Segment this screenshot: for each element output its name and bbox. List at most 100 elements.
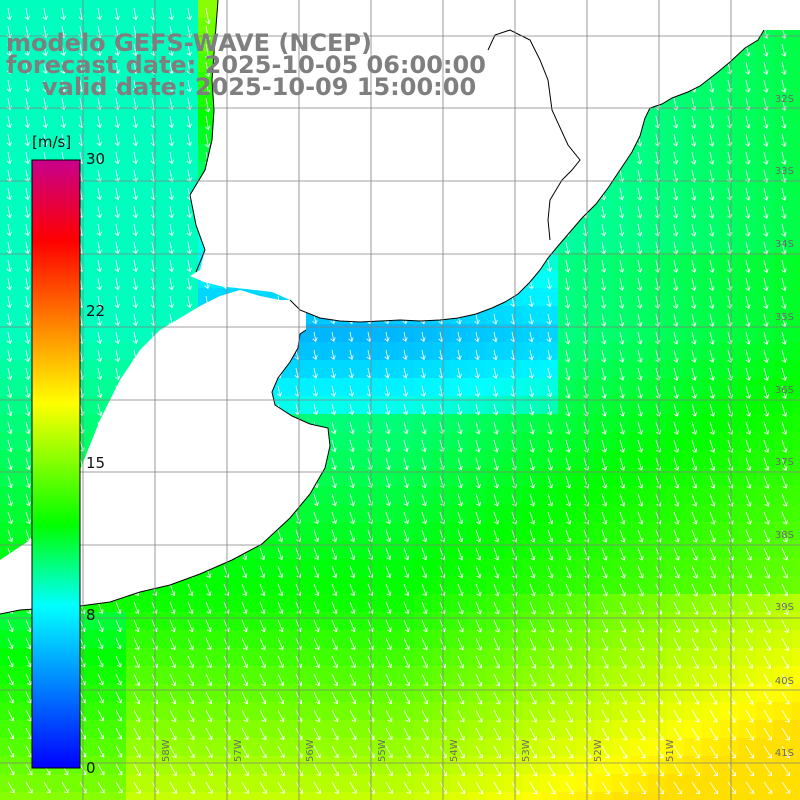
wind-arrow <box>384 385 390 397</box>
wind-arrow <box>420 349 426 361</box>
wind-arrow <box>763 385 769 399</box>
wind-arrow <box>24 7 30 21</box>
field-cell <box>720 648 739 667</box>
wind-arrow <box>331 439 337 453</box>
field-cell <box>162 756 181 775</box>
wind-arrow <box>601 601 608 615</box>
wind-arrow <box>97 781 105 794</box>
wind-arrow <box>114 187 120 201</box>
wind-arrow <box>781 223 787 237</box>
wind-arrow <box>763 583 771 597</box>
field-cell <box>558 540 577 559</box>
field-cell <box>162 774 181 793</box>
field-cell <box>306 360 325 379</box>
field-cell <box>792 612 800 631</box>
wind-arrow <box>618 187 625 201</box>
field-cell <box>612 396 631 415</box>
wind-arrow <box>331 475 337 489</box>
wind-arrow <box>745 115 751 129</box>
wind-arrow <box>601 349 607 363</box>
field-cell <box>414 720 433 739</box>
wind-arrow <box>709 619 717 633</box>
field-cell <box>414 540 433 559</box>
wind-arrow <box>132 331 139 345</box>
wind-arrow <box>277 781 285 794</box>
field-cell <box>630 396 649 415</box>
colorbar-tick-30: 30 <box>86 150 106 168</box>
wind-arrow <box>24 295 30 309</box>
wind-arrow <box>583 781 592 795</box>
wind-arrow <box>169 673 176 687</box>
field-cell <box>162 288 181 307</box>
field-cell <box>792 738 800 757</box>
field-cell <box>738 630 757 649</box>
field-cell <box>720 72 739 91</box>
field-cell <box>36 126 55 145</box>
wind-arrow <box>205 583 212 597</box>
field-cell <box>468 360 487 379</box>
field-cell <box>558 360 577 379</box>
wind-arrow <box>457 673 465 687</box>
field-cell <box>0 360 19 379</box>
field-cell <box>0 198 19 217</box>
wind-arrow <box>168 187 174 201</box>
lon-label: 53W <box>521 739 532 762</box>
field-cell <box>216 612 235 631</box>
wind-arrow <box>691 637 699 651</box>
field-cell <box>342 450 361 469</box>
wind-arrow <box>42 43 48 57</box>
wind-arrow <box>313 691 321 705</box>
field-cell <box>630 720 649 739</box>
wind-arrow <box>691 403 697 417</box>
field-cell <box>504 378 523 397</box>
wind-arrow <box>187 619 194 633</box>
wind-arrow <box>745 565 752 579</box>
wind-arrow <box>781 475 788 489</box>
wind-arrow <box>637 457 644 471</box>
wind-arrow <box>241 673 248 687</box>
field-cell <box>666 792 685 800</box>
wind-arrow <box>96 259 102 273</box>
field-cell <box>738 324 757 343</box>
field-cell <box>738 144 757 163</box>
field-cell <box>288 378 307 397</box>
wind-arrow <box>331 619 338 633</box>
wind-arrow <box>277 655 284 669</box>
wind-arrow <box>385 709 393 723</box>
wind-arrow <box>241 637 248 651</box>
field-cell <box>774 630 793 649</box>
wind-arrow <box>619 619 627 633</box>
field-cell <box>648 702 667 721</box>
wind-arrow <box>673 385 679 399</box>
field-cell <box>144 144 163 163</box>
field-cell <box>288 360 307 379</box>
field-cell <box>144 648 163 667</box>
field-cell <box>180 126 199 145</box>
field-cell <box>36 72 55 91</box>
field-cell <box>648 342 667 361</box>
wind-arrow <box>241 565 248 579</box>
wind-arrow <box>564 259 571 273</box>
wind-arrow <box>241 583 248 597</box>
field-cell <box>468 666 487 685</box>
field-cell <box>360 378 379 397</box>
wind-arrow <box>492 385 499 398</box>
wind-arrow <box>223 565 230 579</box>
field-cell <box>756 468 775 487</box>
wind-arrow <box>96 61 102 75</box>
field-cell <box>702 342 721 361</box>
wind-arrow <box>114 223 120 237</box>
wind-arrow <box>492 367 498 379</box>
field-cell <box>684 144 703 163</box>
wind-arrow <box>619 745 628 759</box>
field-cell <box>774 558 793 577</box>
field-cell <box>666 504 685 523</box>
field-cell <box>756 378 775 397</box>
wind-arrow <box>79 655 86 668</box>
field-cell <box>90 684 109 703</box>
wind-arrow <box>618 223 625 237</box>
field-cell <box>756 612 775 631</box>
field-cell <box>684 90 703 109</box>
field-cell <box>324 486 343 505</box>
field-cell <box>792 216 800 235</box>
